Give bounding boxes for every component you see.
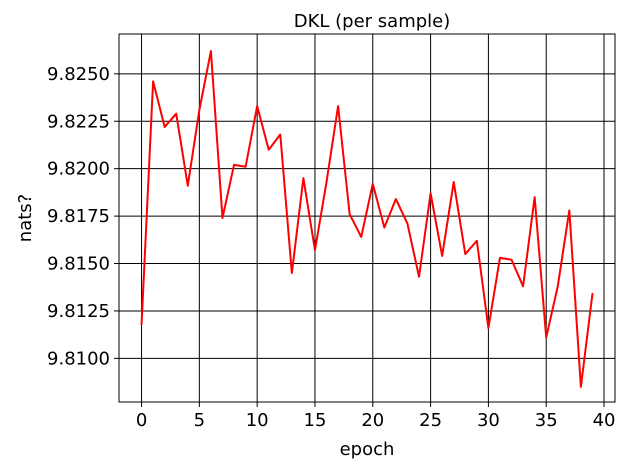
series-layer [140, 50, 594, 388]
x-tick-label: 25 [419, 410, 442, 431]
y-tick-label: 9.8225 [47, 111, 110, 132]
axis-ticks: 0 5 10 15 20 25 30 35 40 9.8100 9.8125 9.8150 9.8175… [47, 64, 615, 431]
x-tick-label: 15 [304, 410, 327, 431]
x-tick-label: 35 [535, 410, 558, 431]
y-tick-label: 9.8125 [47, 301, 110, 322]
grid [119, 34, 615, 402]
x-tick-label: 20 [361, 410, 384, 431]
series-line [140, 50, 594, 388]
y-tick-label: 9.8175 [47, 206, 110, 227]
y-tick-label: 9.8100 [47, 348, 110, 369]
y-tick-label: 9.8250 [47, 64, 110, 85]
x-tick-label: 30 [477, 410, 500, 431]
x-tick-label: 5 [194, 410, 205, 431]
y-tick-label: 9.8200 [47, 159, 110, 180]
y-tick-label: 9.8150 [47, 254, 110, 275]
x-tick-label: 0 [136, 410, 147, 431]
chart-title: DKL (per sample) [294, 11, 451, 32]
plot-frame [118, 33, 616, 403]
x-tick-label: 40 [593, 410, 616, 431]
x-tick-label: 10 [246, 410, 269, 431]
y-axis-label: nats? [15, 194, 36, 242]
x-axis-label: epoch [340, 439, 395, 460]
